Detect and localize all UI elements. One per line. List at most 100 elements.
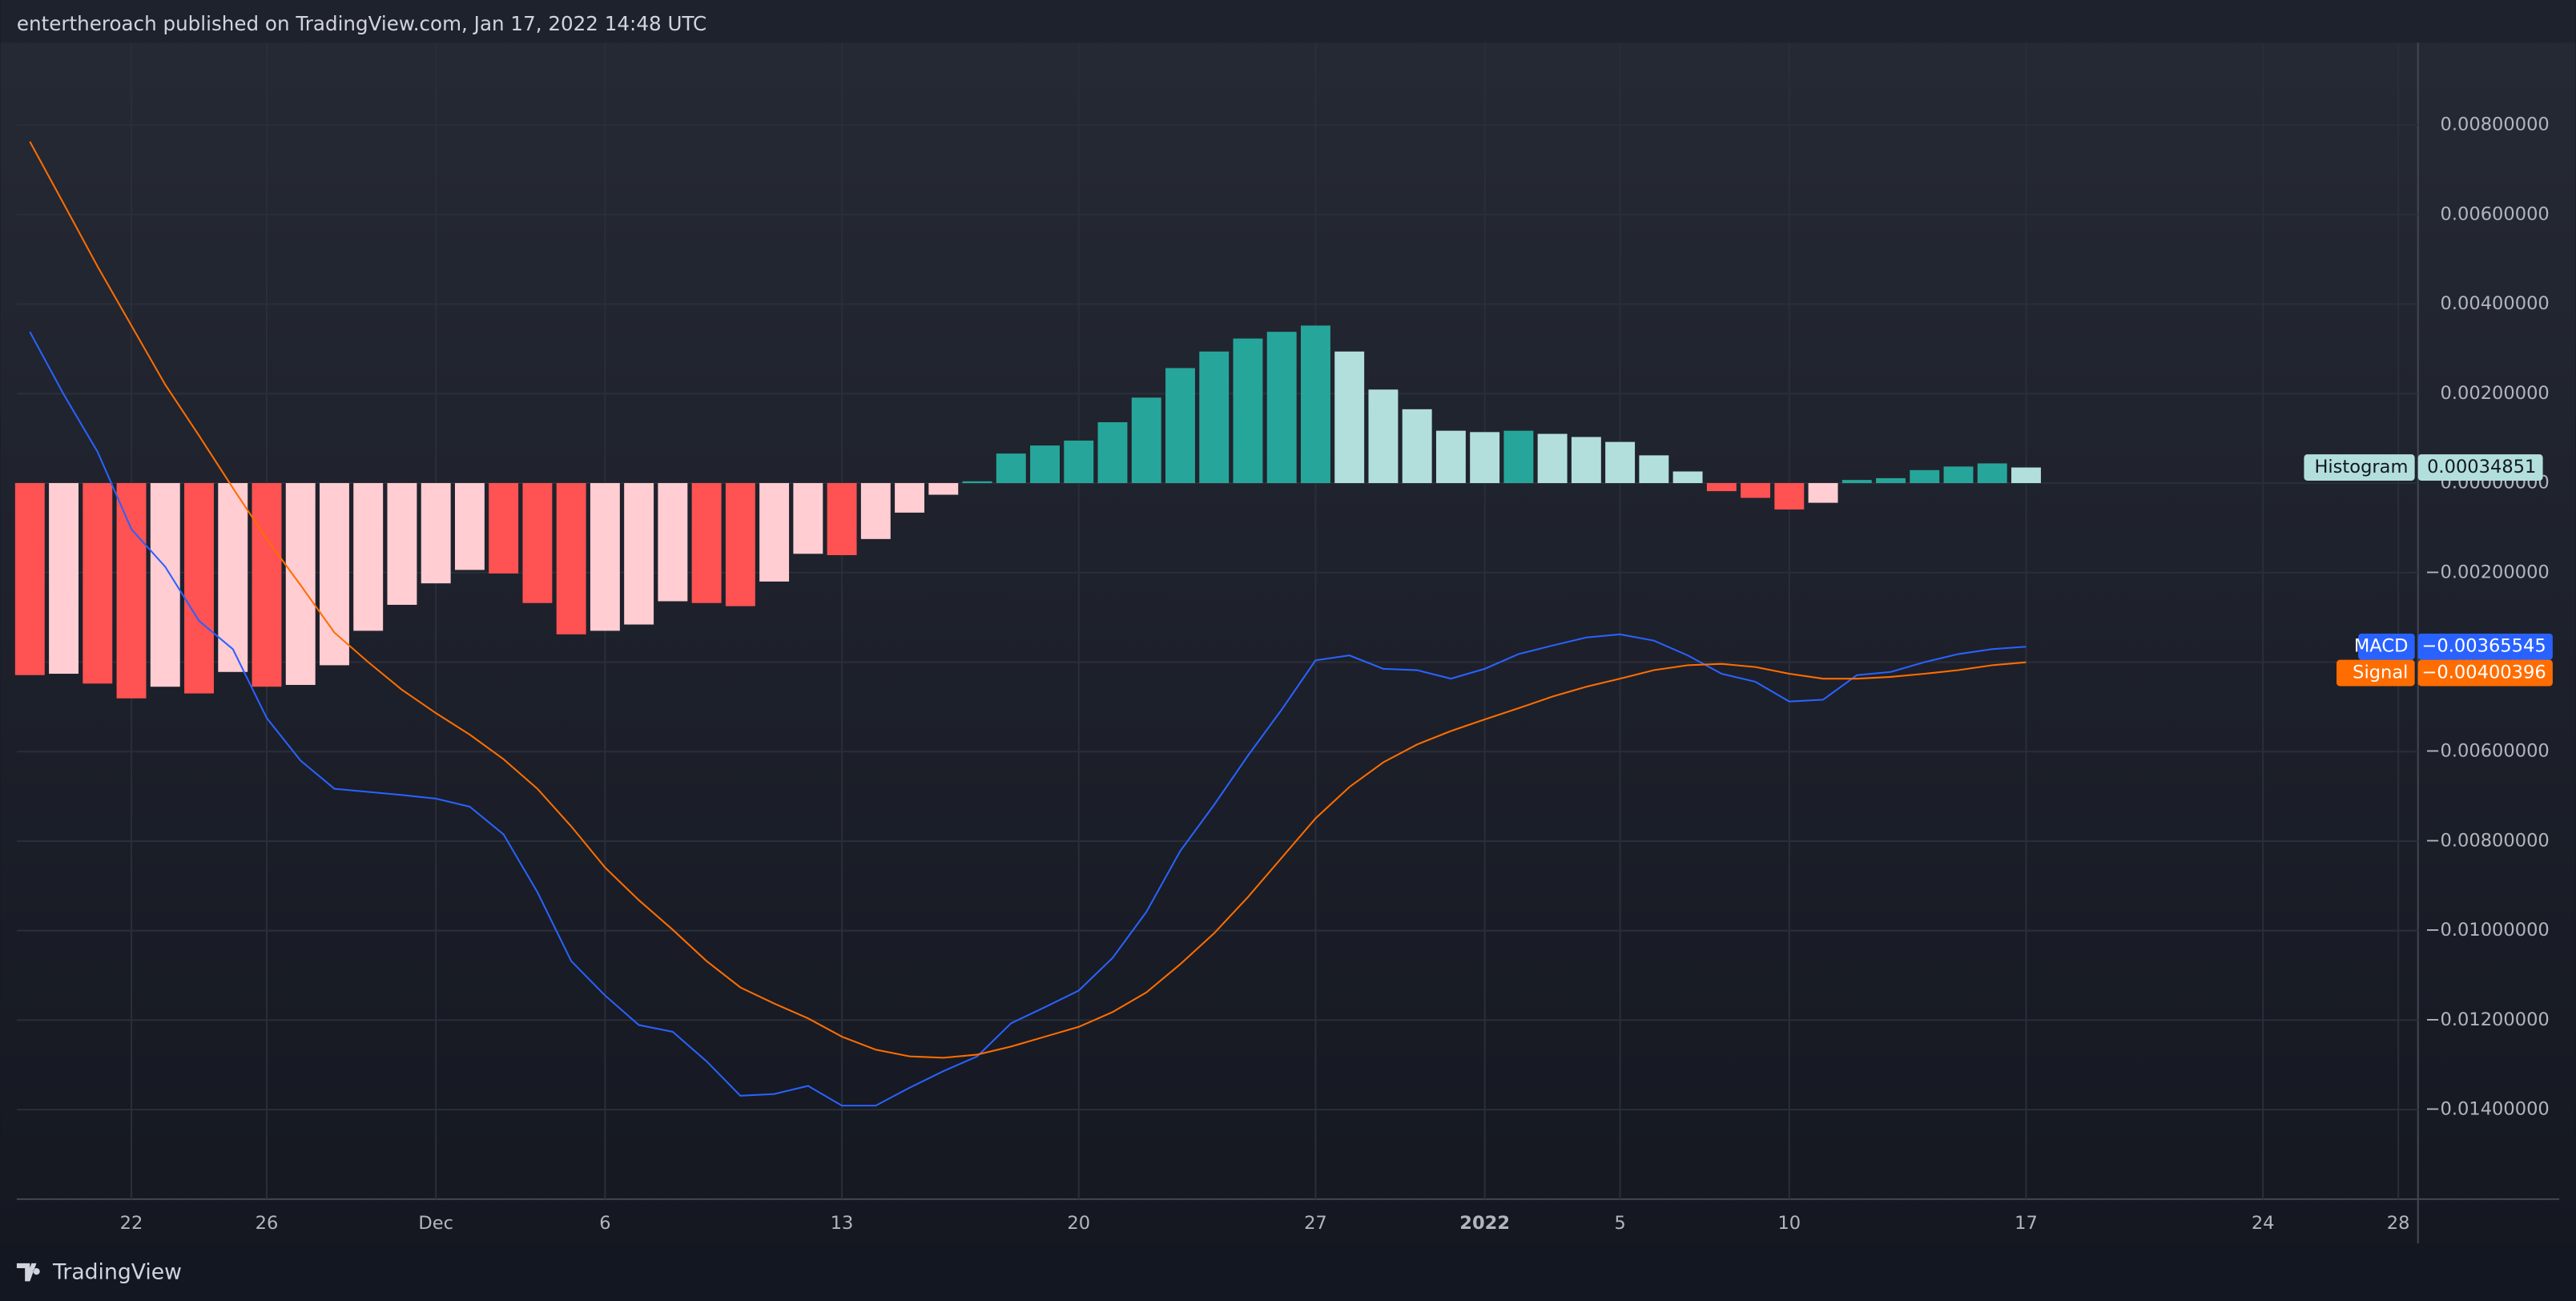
histogram-bar — [1841, 480, 1872, 484]
x-tick-label: 17 — [2015, 1213, 2038, 1234]
histogram-bar — [1300, 325, 1330, 484]
x-tick-label: 13 — [831, 1213, 854, 1234]
header-text: entertheroach published on TradingView.c… — [17, 12, 706, 35]
histogram-bar — [83, 483, 113, 684]
histogram-bar — [1910, 469, 1940, 484]
histogram-bar — [1435, 430, 1466, 484]
histogram-bar — [1672, 471, 1703, 484]
histogram-bar — [1030, 445, 1060, 484]
series-name: Signal — [2353, 663, 2408, 683]
histogram-bar — [556, 483, 586, 634]
histogram-bar — [252, 483, 282, 687]
y-tick-label: 0.00800000 — [2441, 115, 2550, 135]
histogram-bar — [1131, 397, 1161, 484]
histogram-bar — [962, 481, 992, 484]
y-tick-label: 0.00200000 — [2441, 383, 2550, 404]
histogram-bar — [1808, 483, 1838, 503]
histogram-bar — [116, 483, 147, 699]
labels: 0.00800000 0.00600000 0.00400000 0.00200000… — [120, 115, 2553, 1234]
histogram-bar — [1706, 483, 1737, 492]
histogram-bar — [1233, 338, 1263, 484]
marks — [14, 141, 2041, 1107]
histogram-bar — [1064, 440, 1094, 484]
grid — [16, 42, 2418, 1199]
x-tick-label: 5 — [1614, 1213, 1625, 1234]
series-name: Histogram — [2314, 457, 2408, 477]
histogram-bar — [1774, 483, 1805, 510]
x-tick-label: 26 — [256, 1213, 279, 1234]
histogram-bar — [1165, 368, 1195, 484]
x-tick-label: 28 — [2387, 1213, 2410, 1234]
footer-bar — [0, 1243, 2576, 1301]
x-tick-label: 10 — [1777, 1213, 1801, 1234]
histogram-bar — [522, 483, 553, 603]
line-signal — [29, 141, 2027, 1059]
histogram-bar — [1571, 437, 1601, 484]
histogram-bar — [387, 483, 417, 605]
x-tick-label: 6 — [599, 1213, 610, 1234]
value-label: −0.00365545 — [2422, 636, 2546, 657]
x-tick-label: 2022 — [1459, 1213, 1510, 1234]
y-tick-label: −0.00800000 — [2425, 830, 2550, 851]
x-tick-label: 22 — [120, 1213, 143, 1234]
header-bar — [0, 0, 2576, 43]
y-tick-label: −0.00200000 — [2425, 562, 2550, 582]
histogram-bar — [320, 483, 349, 666]
x-tick-label: 24 — [2252, 1213, 2275, 1234]
histogram-bar — [658, 483, 688, 602]
histogram-bar — [860, 483, 891, 539]
histogram-bar — [1266, 332, 1297, 484]
histogram-bar — [1097, 422, 1128, 484]
y-tick-label: −0.01400000 — [2425, 1099, 2550, 1120]
y-tick-label: −0.01200000 — [2425, 1009, 2550, 1030]
value-tag — [2417, 454, 2543, 481]
series-name-tag — [2337, 659, 2415, 687]
y-tick-label: 0.00400000 — [2441, 293, 2550, 314]
histogram-bar — [14, 483, 45, 675]
histogram-bar — [1977, 463, 2007, 484]
histogram-bar — [1605, 441, 1636, 484]
value-tag — [2417, 659, 2553, 687]
tv-logo — [16, 1263, 40, 1282]
histogram-bar — [725, 483, 755, 606]
y-tick-label: 0.00600000 — [2441, 203, 2550, 224]
histogram-bar — [49, 483, 79, 675]
histogram-bar — [1334, 351, 1365, 484]
histogram-bar — [1503, 430, 1534, 484]
histogram-bar — [928, 483, 959, 495]
x-tick-label: 27 — [1304, 1213, 1327, 1234]
y-tick-label: −0.00600000 — [2425, 741, 2550, 762]
series-name-tag — [2304, 454, 2415, 481]
histogram-bar — [827, 483, 857, 555]
histogram-bar — [353, 483, 384, 631]
histogram-bar — [691, 483, 722, 603]
histogram-bar — [759, 483, 790, 582]
histogram-bar — [996, 453, 1026, 484]
x-tick-label: Dec — [418, 1213, 453, 1234]
histogram-bar — [1639, 455, 1669, 484]
histogram-bar — [1470, 432, 1500, 484]
histogram-bar — [895, 483, 925, 513]
histogram-bar — [590, 483, 620, 631]
y-tick-label: −0.01000000 — [2425, 920, 2550, 941]
histogram-bar — [793, 483, 823, 554]
histogram-bar — [2011, 467, 2041, 484]
value-label: 0.00034851 — [2427, 457, 2536, 477]
histogram-bar — [1537, 433, 1568, 484]
histogram-bar — [489, 483, 519, 574]
value-tag — [2417, 633, 2553, 660]
histogram-bar — [1368, 389, 1399, 484]
histogram-bar — [184, 483, 214, 694]
histogram-bar — [1876, 477, 1906, 484]
histogram-bar — [1199, 351, 1230, 484]
histogram-bar — [421, 483, 451, 584]
value-label: −0.00400396 — [2422, 663, 2546, 683]
histogram-bar — [1943, 466, 1974, 484]
histogram-bar — [218, 483, 248, 672]
footer-text: TradingView — [52, 1260, 182, 1285]
histogram-bar — [150, 483, 180, 687]
series-name-tag — [2358, 633, 2415, 660]
